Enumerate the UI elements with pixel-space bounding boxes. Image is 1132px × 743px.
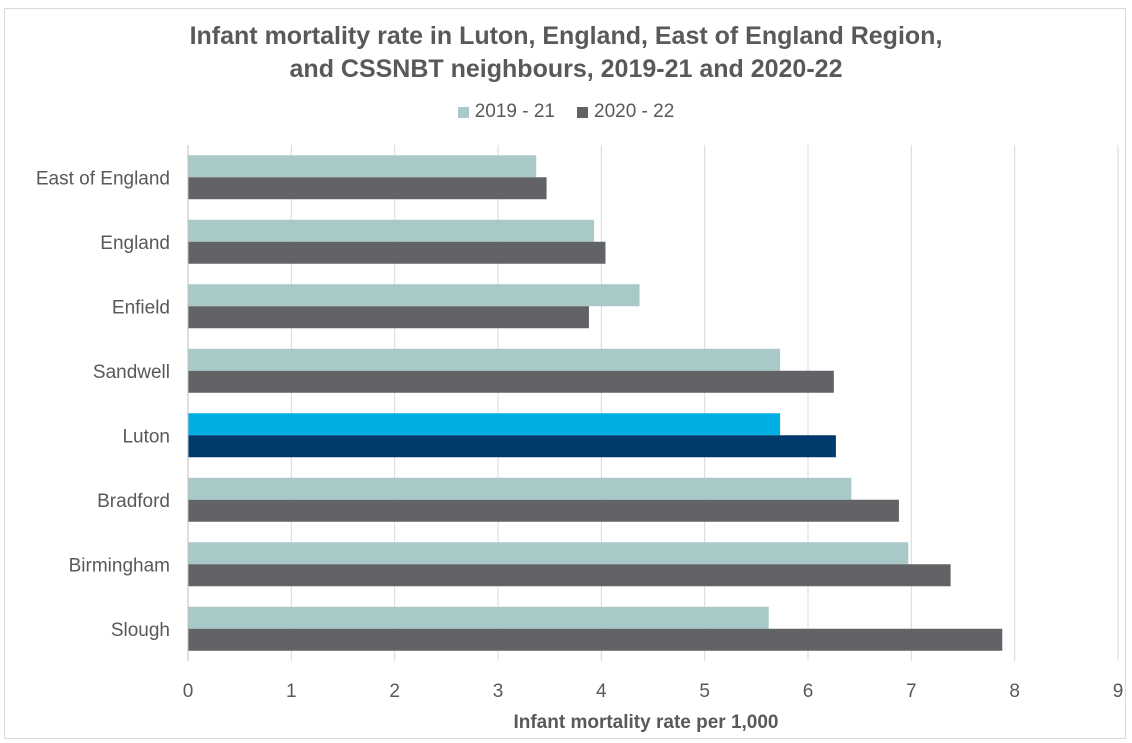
category-label-bradford: Bradford	[97, 491, 170, 512]
bar-england-2020-22	[188, 241, 606, 264]
chart-title-line-1: Infant mortality rate in Luton, England,…	[189, 22, 943, 50]
bar-england-2019-21	[188, 219, 595, 242]
bar-east-of-england-2020-22	[188, 177, 547, 200]
legend-swatch-2019-21	[457, 106, 469, 118]
category-label-luton: Luton	[122, 426, 170, 447]
bar-east-of-england-2019-21	[188, 155, 537, 178]
x-tick-label-2: 2	[389, 681, 400, 702]
category-label-birmingham: Birmingham	[69, 555, 170, 576]
bar-enfield-2020-22	[188, 306, 589, 329]
x-tick-label-8: 8	[1009, 681, 1020, 702]
category-label-sandwell: Sandwell	[93, 362, 170, 383]
bar-sandwell-2020-22	[188, 370, 834, 393]
legend-item-2020-22: 2020 - 22	[577, 101, 674, 123]
chart-title-line-2: and CSSNBT neighbours, 2019-21 and 2020-…	[289, 55, 843, 83]
bar-sandwell-2019-21	[188, 348, 781, 371]
x-tick-label-3: 3	[493, 681, 504, 702]
x-tick-label-5: 5	[699, 681, 710, 702]
bar-birmingham-2020-22	[188, 564, 951, 587]
category-label-enfield: Enfield	[112, 297, 170, 318]
category-label-slough: Slough	[111, 620, 170, 641]
x-tick-label-7: 7	[906, 681, 917, 702]
x-tick-label-6: 6	[803, 681, 814, 702]
bar-birmingham-2019-21	[188, 542, 909, 565]
category-label-england: England	[100, 233, 170, 254]
legend-item-2019-21: 2019 - 21	[457, 101, 555, 123]
legend-label-2019-21: 2019 - 21	[474, 101, 555, 122]
bar-slough-2019-21	[188, 606, 769, 629]
bar-bradford-2020-22	[188, 499, 899, 522]
bar-luton-2020-22	[188, 435, 836, 458]
legend-swatch-2020-22	[577, 106, 588, 118]
chart-legend: 2019 - 21 2020 - 22	[0, 101, 1132, 123]
bar-enfield-2019-21	[188, 284, 640, 307]
category-label-east-of-england: East of England	[36, 168, 170, 189]
bar-luton-2019-21	[188, 413, 781, 436]
bar-bradford-2019-21	[188, 477, 852, 500]
x-tick-label-1: 1	[286, 681, 297, 702]
x-tick-label-9: 9	[1113, 681, 1124, 702]
x-axis-title: Infant mortality rate per 1,000	[513, 712, 778, 733]
x-tick-label-4: 4	[596, 681, 607, 702]
x-tick-label-0: 0	[183, 681, 194, 702]
legend-label-2020-22: 2020 - 22	[594, 101, 675, 122]
bar-slough-2020-22	[188, 628, 1003, 651]
